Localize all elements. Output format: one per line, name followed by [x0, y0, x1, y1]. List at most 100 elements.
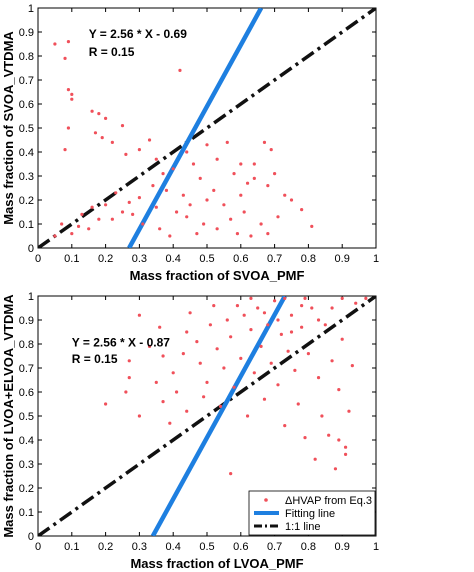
data-point — [185, 215, 189, 219]
data-point — [97, 112, 101, 116]
data-point — [262, 397, 267, 401]
correlation-label: R = 0.15 — [72, 352, 118, 366]
data-point — [161, 400, 165, 404]
data-point — [70, 232, 74, 236]
data-point — [181, 193, 185, 197]
data-point — [90, 109, 94, 113]
data-point — [154, 380, 158, 384]
data-point — [306, 352, 310, 356]
fit-equation: Y = 2.56 * X - 0.69 — [89, 27, 188, 41]
data-point — [158, 325, 162, 329]
data-point — [249, 234, 253, 238]
data-point — [53, 234, 57, 238]
data-point — [222, 366, 226, 370]
y-axis-label: Mass fraction of LVOA+ELVOA_VTDMA — [1, 294, 16, 538]
y-axis-label: Mass fraction of SVOA_VTDMA — [1, 31, 16, 225]
y-tick-label: 0.8 — [19, 339, 34, 351]
x-tick-label: 0 — [35, 253, 41, 265]
one-to-one-line — [38, 296, 376, 536]
x-tick-label: 0.3 — [132, 253, 147, 265]
data-point — [239, 162, 243, 166]
data-point — [303, 296, 307, 300]
x-tick-label: 0.7 — [267, 253, 282, 265]
y-tick-label: 0.2 — [19, 195, 34, 207]
data-point — [137, 196, 141, 200]
y-tick-label: 0.8 — [19, 51, 34, 63]
data-point — [104, 203, 108, 207]
y-tick-label: 0.5 — [19, 123, 34, 135]
data-point — [316, 376, 321, 380]
data-point — [151, 184, 155, 188]
data-point — [232, 172, 236, 176]
bottom-scatter-panel: 0 0.1 0.2 0.3 0.4 0.5 0.6 0.7 0.8 0.9 1 0 0.1 0.2 0.3 0… — [1, 291, 379, 571]
data-point — [141, 222, 145, 226]
legend-entry: 1:1 line — [285, 521, 320, 533]
y-tick-label: 0.1 — [19, 219, 34, 231]
y-tick-label: 0.9 — [19, 315, 34, 327]
data-point — [235, 232, 240, 236]
legend-entry: ΔHVAP from Eq.3 — [285, 495, 372, 507]
data-point — [161, 172, 165, 176]
data-point — [245, 414, 250, 418]
one-to-one-line — [38, 8, 376, 248]
data-point — [252, 176, 256, 180]
fit-equation: Y = 2.56 * X - 0.87 — [72, 335, 171, 349]
y-tick-label: 0.4 — [19, 435, 34, 447]
legend-point-marker — [264, 498, 268, 502]
data-point — [239, 356, 243, 360]
x-tick-label: 0.8 — [301, 253, 316, 265]
data-point — [249, 296, 253, 300]
y-tick-label: 0.3 — [19, 171, 34, 183]
data-point — [343, 452, 348, 456]
x-tick-label: 0.5 — [199, 541, 214, 553]
data-point — [229, 335, 233, 339]
x-tick-label: 0.2 — [98, 253, 113, 265]
data-point — [245, 181, 250, 185]
data-point — [66, 88, 71, 92]
data-point — [276, 383, 280, 387]
data-point — [208, 323, 212, 327]
y-tick-label: 0.7 — [19, 75, 34, 87]
data-point — [87, 227, 91, 231]
data-point — [215, 157, 219, 161]
data-point — [289, 313, 294, 317]
data-point — [205, 198, 209, 202]
data-point — [104, 116, 108, 120]
data-point — [171, 167, 175, 171]
data-point — [239, 193, 243, 197]
data-point — [283, 424, 287, 428]
data-point — [218, 404, 223, 408]
data-point — [120, 124, 125, 128]
data-point — [289, 330, 294, 334]
y-tick-label: 0 — [28, 243, 34, 255]
data-point — [181, 352, 185, 356]
data-point — [198, 361, 202, 365]
data-point — [137, 148, 141, 152]
data-point — [171, 371, 175, 375]
data-point — [337, 438, 341, 442]
data-point — [212, 304, 216, 308]
data-point — [168, 234, 172, 238]
data-point — [154, 205, 158, 209]
data-point — [191, 162, 196, 166]
y-tick-label: 0 — [28, 531, 34, 543]
data-point — [137, 313, 141, 317]
x-tick-label: 0.8 — [301, 541, 316, 553]
data-point — [97, 217, 101, 221]
data-point — [286, 349, 290, 353]
data-point — [323, 323, 327, 327]
data-point — [205, 380, 209, 384]
data-point — [154, 157, 158, 161]
x-tick-label: 0.5 — [199, 253, 214, 265]
data-point — [137, 414, 141, 418]
y-tick-label: 0.3 — [19, 459, 34, 471]
data-point — [127, 359, 131, 363]
data-point — [124, 390, 128, 394]
y-tick-label: 0.1 — [19, 507, 34, 519]
data-point — [266, 232, 270, 236]
data-point — [76, 224, 81, 228]
data-point — [185, 409, 189, 413]
x-tick-label: 0.6 — [233, 541, 248, 553]
data-point — [283, 193, 287, 197]
line-layer — [38, 296, 376, 536]
